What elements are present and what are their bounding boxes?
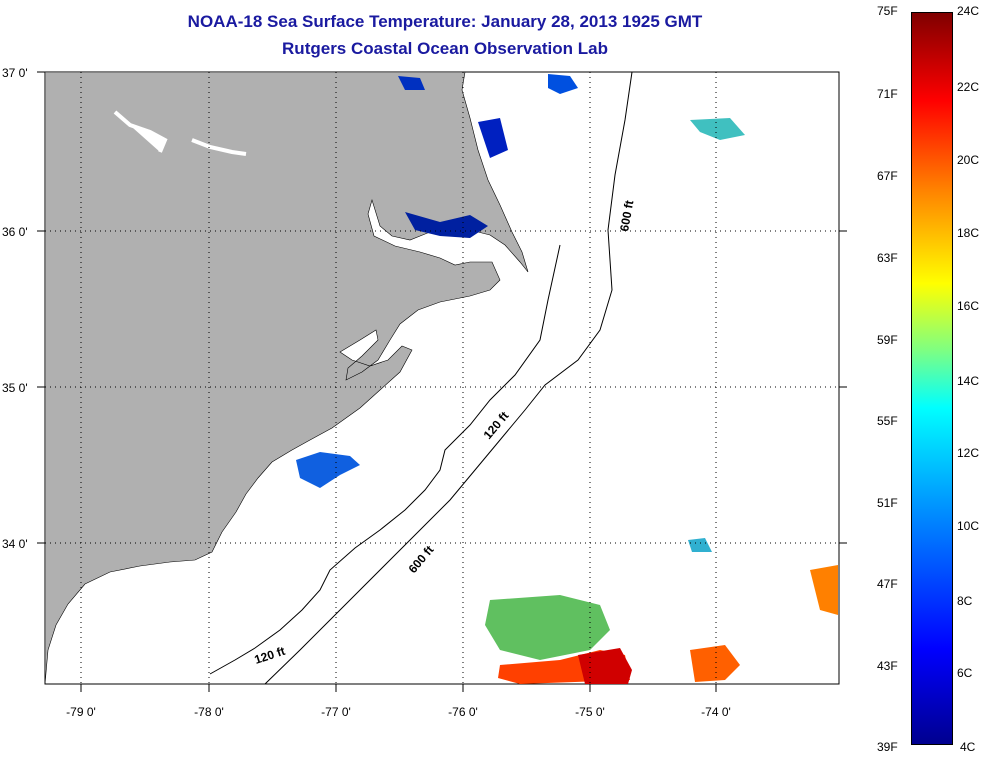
colorbar-c-label: 22C [957,80,980,94]
lat-label: 37 0' [2,66,28,80]
colorbar-f-label: 71F [877,87,898,101]
colorbar-f-label: 59F [877,333,898,347]
temperature-colorbar [911,12,953,745]
colorbar-c-label: 4C [960,740,976,754]
tick-marks [37,71,847,692]
sst-patch-warm-e [690,645,740,682]
sst-patch-ne [690,118,745,140]
colorbar-f-label: 43F [877,659,898,673]
inland-lake-2 [191,138,247,156]
colorbar-c-label: 20C [957,153,980,167]
sst-patch-hot [578,648,632,684]
colorbar-c-label: 6C [957,666,973,680]
lat-label: 36 0' [2,225,28,239]
colorbar-c-label: 10C [957,519,980,533]
lon-label: -75 0' [575,705,605,719]
colorbar-f-label: 75F [877,4,898,18]
colorbar-f-label: 55F [877,414,898,428]
sst-patch-south [485,595,610,660]
sst-patch-sound [296,452,360,488]
lon-label: -76 0' [448,705,478,719]
sst-patch-cold [398,76,425,90]
colorbar-c-label: 18C [957,226,980,240]
sst-patch-cold-2 [548,74,578,94]
colorbar-f-label: 63F [877,251,898,265]
sst-patch-cold-3 [478,118,508,158]
map-title: NOAA-18 Sea Surface Temperature: January… [187,12,703,31]
lat-label: 34 0' [2,537,28,551]
contour-120ft [209,244,561,675]
colorbar-f-label: 47F [877,577,898,591]
land-mass [44,71,529,685]
lat-label: 35 0' [2,381,28,395]
lon-label: -74 0' [701,705,731,719]
lon-label: -77 0' [321,705,351,719]
colorbar-c-label: 14C [957,374,980,388]
inland-lake [113,110,168,153]
contour-600ft [264,71,633,685]
sst-patch-e [688,538,712,552]
grid-lines [45,72,839,684]
map-subtitle: Rutgers Coastal Ocean Observation Lab [282,39,608,58]
lon-label: -79 0' [66,705,96,719]
colorbar-c-label: 8C [957,594,973,608]
colorbar-f-label: 67F [877,169,898,183]
lon-label: -78 0' [194,705,224,719]
sst-patch-warm-far [810,565,838,615]
colorbar-c-label: 24C [957,4,980,18]
contour-label: 600 ft [617,199,636,232]
colorbar-c-label: 12C [957,446,980,460]
colorbar-f-label: 39F [877,740,898,754]
colorbar-c-label: 16C [957,299,980,313]
colorbar-f-label: 51F [877,496,898,510]
